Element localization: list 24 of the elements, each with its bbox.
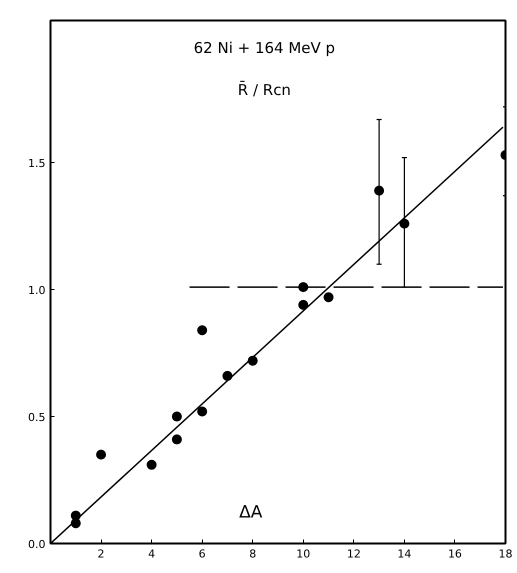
y-tick-label: 0.5 bbox=[28, 411, 46, 424]
x-tick-label: 8 bbox=[249, 548, 256, 560]
y-tick-label: 0.0 bbox=[28, 538, 46, 551]
point bbox=[197, 325, 208, 336]
y-tick-label: 1.5 bbox=[28, 157, 46, 170]
x-tick-label: 14 bbox=[397, 548, 412, 560]
x-tick-label: 16 bbox=[448, 548, 462, 560]
point bbox=[172, 434, 182, 444]
point bbox=[298, 300, 308, 310]
x-tick-label: 12 bbox=[346, 548, 361, 560]
x-tick-label: 10 bbox=[296, 548, 310, 560]
x-tick-label: 6 bbox=[198, 548, 206, 560]
y-tick-label: 1.0 bbox=[28, 284, 46, 298]
text: 62 Ni + 164 MeV p bbox=[194, 39, 336, 58]
point bbox=[197, 406, 208, 416]
x-axis-title: ΔA bbox=[239, 502, 263, 523]
point bbox=[172, 412, 182, 422]
point bbox=[96, 450, 106, 460]
x-tick-label: 4 bbox=[148, 548, 156, 560]
point bbox=[324, 292, 334, 302]
x-tick-label: 2 bbox=[98, 548, 105, 560]
x-tick-label: 18 bbox=[498, 548, 512, 560]
text: R̄ / Rcn bbox=[238, 80, 291, 99]
point bbox=[146, 460, 157, 470]
